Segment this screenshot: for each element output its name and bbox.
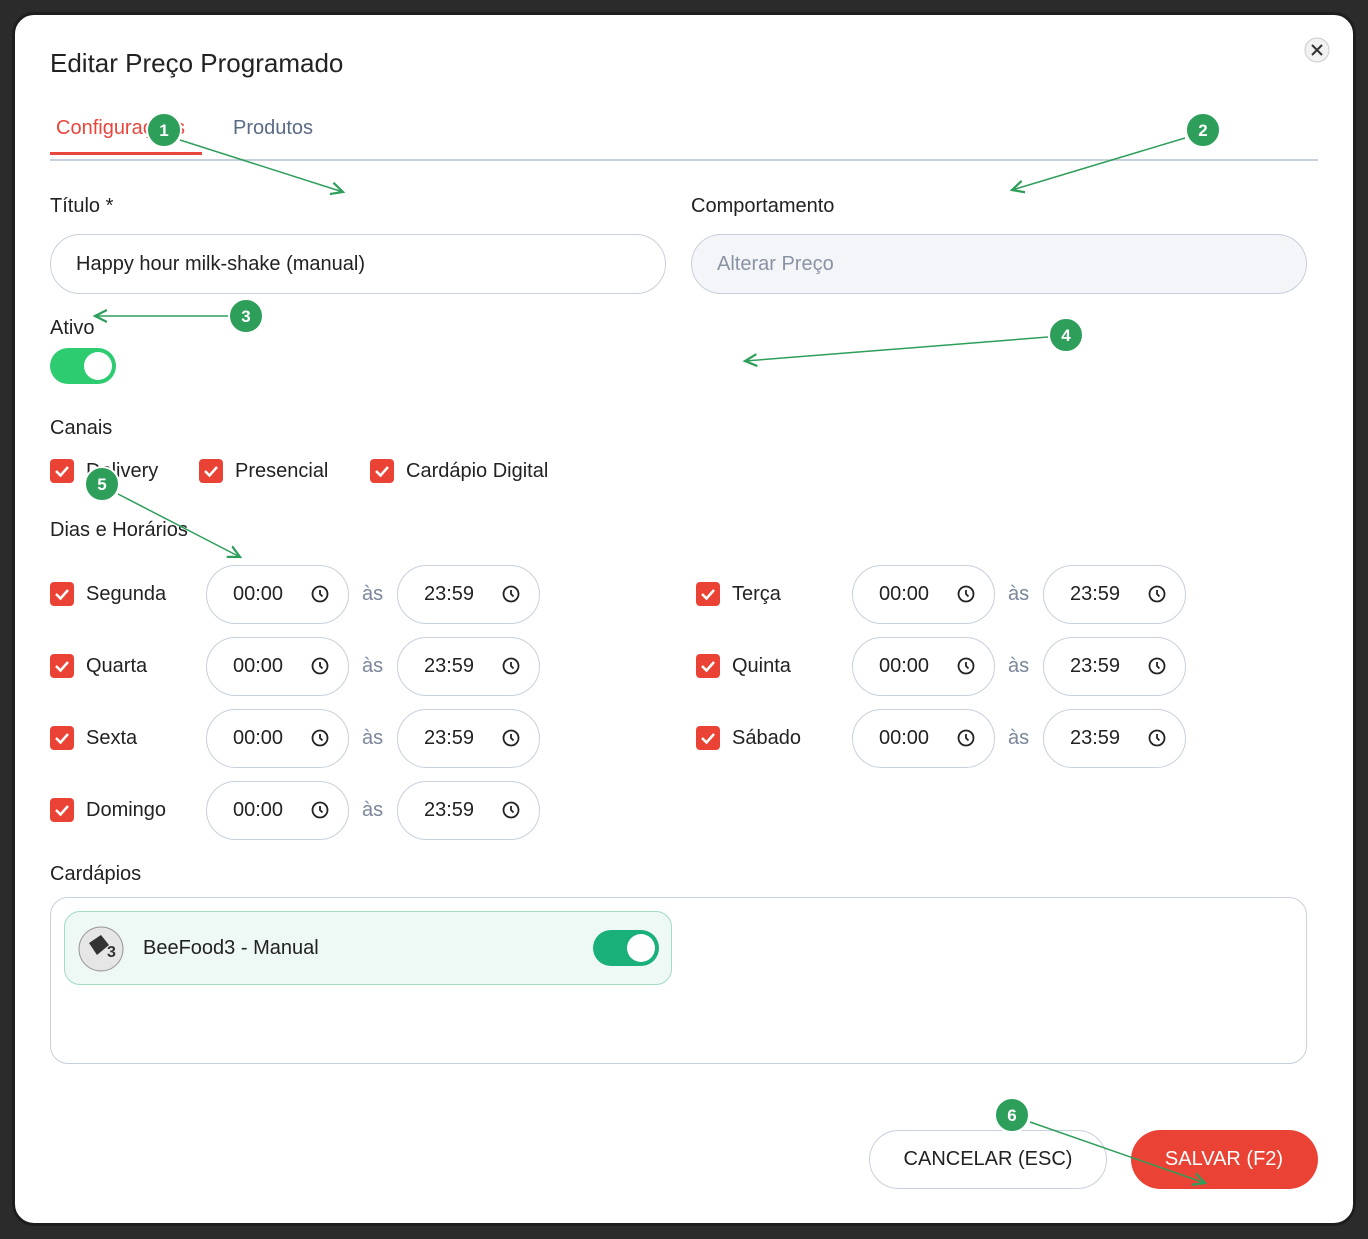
clock-icon [310,584,330,604]
checkbox[interactable] [696,582,720,606]
menu-toggle[interactable] [593,930,659,966]
clock-icon [1147,656,1167,676]
clock-icon [501,800,521,820]
separator: às [362,583,384,605]
time-input[interactable] [206,565,349,624]
checkbox[interactable] [50,798,74,822]
time-value: 00:00 [233,799,284,821]
tab-divider [50,159,1318,161]
checkbox[interactable] [50,582,74,606]
clock-icon [1147,728,1167,748]
time-input[interactable] [206,637,349,696]
separator: às [1008,583,1030,605]
time-value: 23:59 [424,583,475,605]
time-value: 23:59 [424,727,475,749]
checkbox[interactable] [696,654,720,678]
clock-icon [501,584,521,604]
field-label: Comportamento [691,195,835,217]
checkbox[interactable] [199,459,223,483]
time-input[interactable] [852,565,995,624]
checkbox[interactable] [50,459,74,483]
tab[interactable]: Produtos [233,117,314,139]
field-label: Cardápios [50,863,142,885]
time-input[interactable] [852,637,995,696]
day-label: Terça [732,583,781,605]
field-label: Título * [50,195,114,217]
day-label: Quinta [732,655,791,677]
menus-box [50,897,1307,1064]
svg-text:3: 3 [107,944,116,961]
checkbox[interactable] [50,726,74,750]
separator: às [1008,655,1030,677]
clock-icon [956,728,976,748]
time-input[interactable] [397,781,540,840]
time-value: 00:00 [233,655,284,677]
button-label: CANCELAR (ESC) [903,1148,1073,1170]
day-label: Sexta [86,727,138,749]
clock-icon [1147,584,1167,604]
day-label: Domingo [86,799,167,821]
time-input[interactable] [206,781,349,840]
clock-icon [310,728,330,748]
clock-icon [501,728,521,748]
input-value: Happy hour milk-shake (manual) [76,253,366,275]
close-button[interactable] [1303,36,1331,64]
time-value: 00:00 [879,727,930,749]
time-input[interactable] [1043,565,1186,624]
time-value: 23:59 [1070,655,1121,677]
time-input[interactable] [397,709,540,768]
channel-label: Cardápio Digital [406,460,549,482]
input-placeholder: Alterar Preço [717,253,834,275]
time-value: 23:59 [424,655,475,677]
field-label: Ativo [50,317,95,339]
clock-icon [310,656,330,676]
menu-name: BeeFood3 - Manual [143,937,319,959]
active-toggle[interactable] [50,348,116,384]
time-input[interactable] [397,637,540,696]
time-value: 23:59 [424,799,475,821]
clock-icon [310,800,330,820]
time-input[interactable] [852,709,995,768]
separator: às [362,655,384,677]
time-value: 23:59 [1070,727,1121,749]
modal-title: Editar Preço Programado [50,48,344,78]
checkbox[interactable] [50,654,74,678]
checkbox[interactable] [370,459,394,483]
behavior-select[interactable] [691,234,1307,294]
time-input[interactable] [1043,709,1186,768]
time-value: 00:00 [233,727,284,749]
title-input[interactable] [50,234,666,294]
day-label: Sábado [732,727,801,749]
time-input[interactable] [206,709,349,768]
separator: às [1008,727,1030,749]
checkbox[interactable] [696,726,720,750]
time-value: 00:00 [879,655,930,677]
separator: às [362,799,384,821]
channel-label: Presencial [235,460,329,482]
time-input[interactable] [397,565,540,624]
channel-label: Delivery [86,460,159,482]
clock-icon [956,656,976,676]
clock-icon [956,584,976,604]
tab[interactable]: Configurações [56,117,185,139]
day-label: Quarta [86,655,148,677]
button-label: SALVAR (F2) [1164,1148,1284,1170]
clock-icon [501,656,521,676]
time-input[interactable] [1043,637,1186,696]
time-value: 00:00 [233,583,284,605]
day-label: Segunda [86,583,167,605]
separator: às [362,727,384,749]
time-value: 23:59 [1070,583,1121,605]
field-label: Dias e Horários [50,519,188,541]
tab-indicator [50,152,202,155]
menu-icon: 3 [78,926,124,972]
time-value: 00:00 [879,583,930,605]
field-label: Canais [50,417,113,439]
menu-item [64,911,672,985]
